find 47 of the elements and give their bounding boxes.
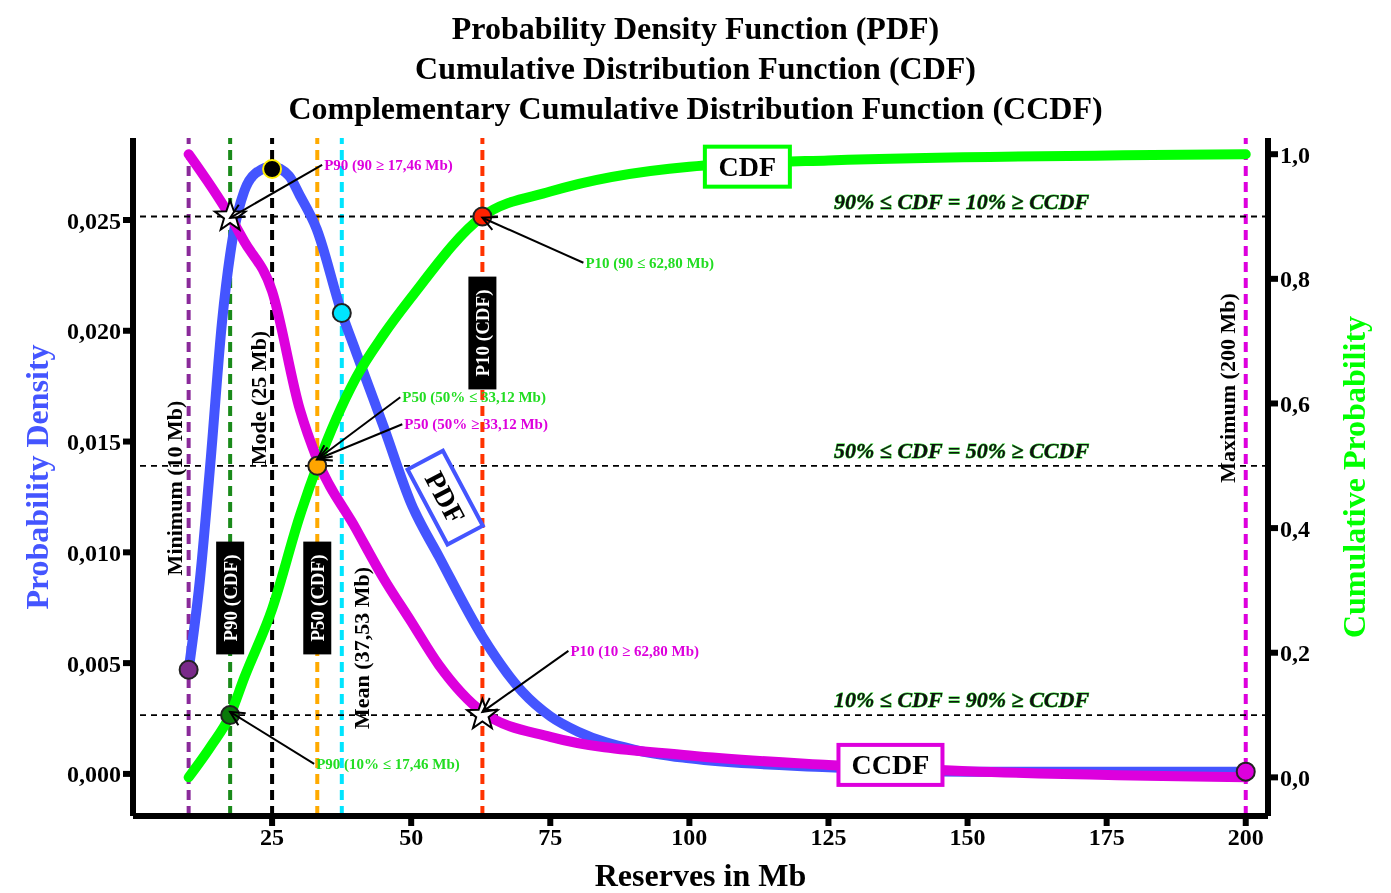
y2-tick-label: 0,4 xyxy=(1280,515,1310,542)
annotation: P90 (90 ≥ 17,46 Mb) xyxy=(324,156,453,174)
point xyxy=(178,659,199,680)
series-label: CDF xyxy=(718,151,777,183)
x-tick-label: 25 xyxy=(260,824,285,851)
x-tick-label: 175 xyxy=(1088,824,1125,851)
ref-line-label: 50% ≤ CDF = 50% ≥ CCDF xyxy=(834,437,1090,463)
y2-tick-label: 0,6 xyxy=(1280,390,1310,417)
y2-tick-label: 1,0 xyxy=(1280,141,1310,168)
ref-line-label: Maximum (200 Mb) xyxy=(1215,293,1241,483)
annotation: P50 (50% ≥ 33,12 Mb) xyxy=(404,416,548,434)
ref-line-label: P10 (CDF) xyxy=(471,289,494,377)
ref-line-label: Minimum (10 Mb) xyxy=(162,400,188,576)
annotation: P10 (10 ≥ 62,80 Mb) xyxy=(570,642,700,660)
y2-tick-label: 0,8 xyxy=(1280,266,1310,293)
ref-line-label: 10% ≤ CDF = 90% ≥ CCDF xyxy=(834,687,1090,713)
x-tick-label: 75 xyxy=(538,824,563,851)
x-axis-title: Reserves in Mb xyxy=(594,857,807,893)
x-tick-label: 50 xyxy=(399,824,424,851)
y2-axis-title: Cumulative Probability xyxy=(1336,315,1373,639)
point xyxy=(331,303,352,324)
chart-title: Probability Density Function (PDF) Cumulative Distribution Function (CDF) Complementary Cumulative Distribution Function (CCDF) xyxy=(287,9,1104,128)
y-tick-label: 0,020 xyxy=(67,318,121,345)
y-tick-label: 0,025 xyxy=(67,207,121,234)
y-tick-label: 0,005 xyxy=(67,650,121,677)
ref-line-label: 90% ≤ CDF = 10% ≥ CCDF xyxy=(834,188,1090,214)
text: PDF xyxy=(418,466,472,529)
x-tick-label: 200 xyxy=(1227,824,1264,851)
y-tick-label: 0,010 xyxy=(67,539,121,566)
ref-line-label: P50 (CDF) xyxy=(306,554,329,642)
y-tick-label: 0,000 xyxy=(67,761,121,788)
point xyxy=(262,159,283,180)
y-tick-label: 0,015 xyxy=(67,429,121,456)
y2-tick-label: 0,0 xyxy=(1280,764,1310,791)
y2-tick-label: 0,2 xyxy=(1280,640,1310,667)
annotation: P10 (90 ≤ 62,80 Mb) xyxy=(585,254,715,272)
ref-line-label: Mean (37,53 Mb) xyxy=(349,567,375,729)
point xyxy=(307,455,328,476)
x-tick-label: 125 xyxy=(810,824,847,851)
point xyxy=(1235,761,1256,782)
ref-line-label: P90 (CDF) xyxy=(219,554,242,642)
x-tick-label: 100 xyxy=(671,824,708,851)
ref-line-label: Mode (25 Mb) xyxy=(245,330,271,466)
series-label: CCDF xyxy=(851,749,930,781)
annotation: P50 (50% ≤ 33,12 Mb) xyxy=(402,389,546,407)
x-tick-label: 150 xyxy=(949,824,986,851)
y-axis-title: Probability Density xyxy=(19,344,56,610)
